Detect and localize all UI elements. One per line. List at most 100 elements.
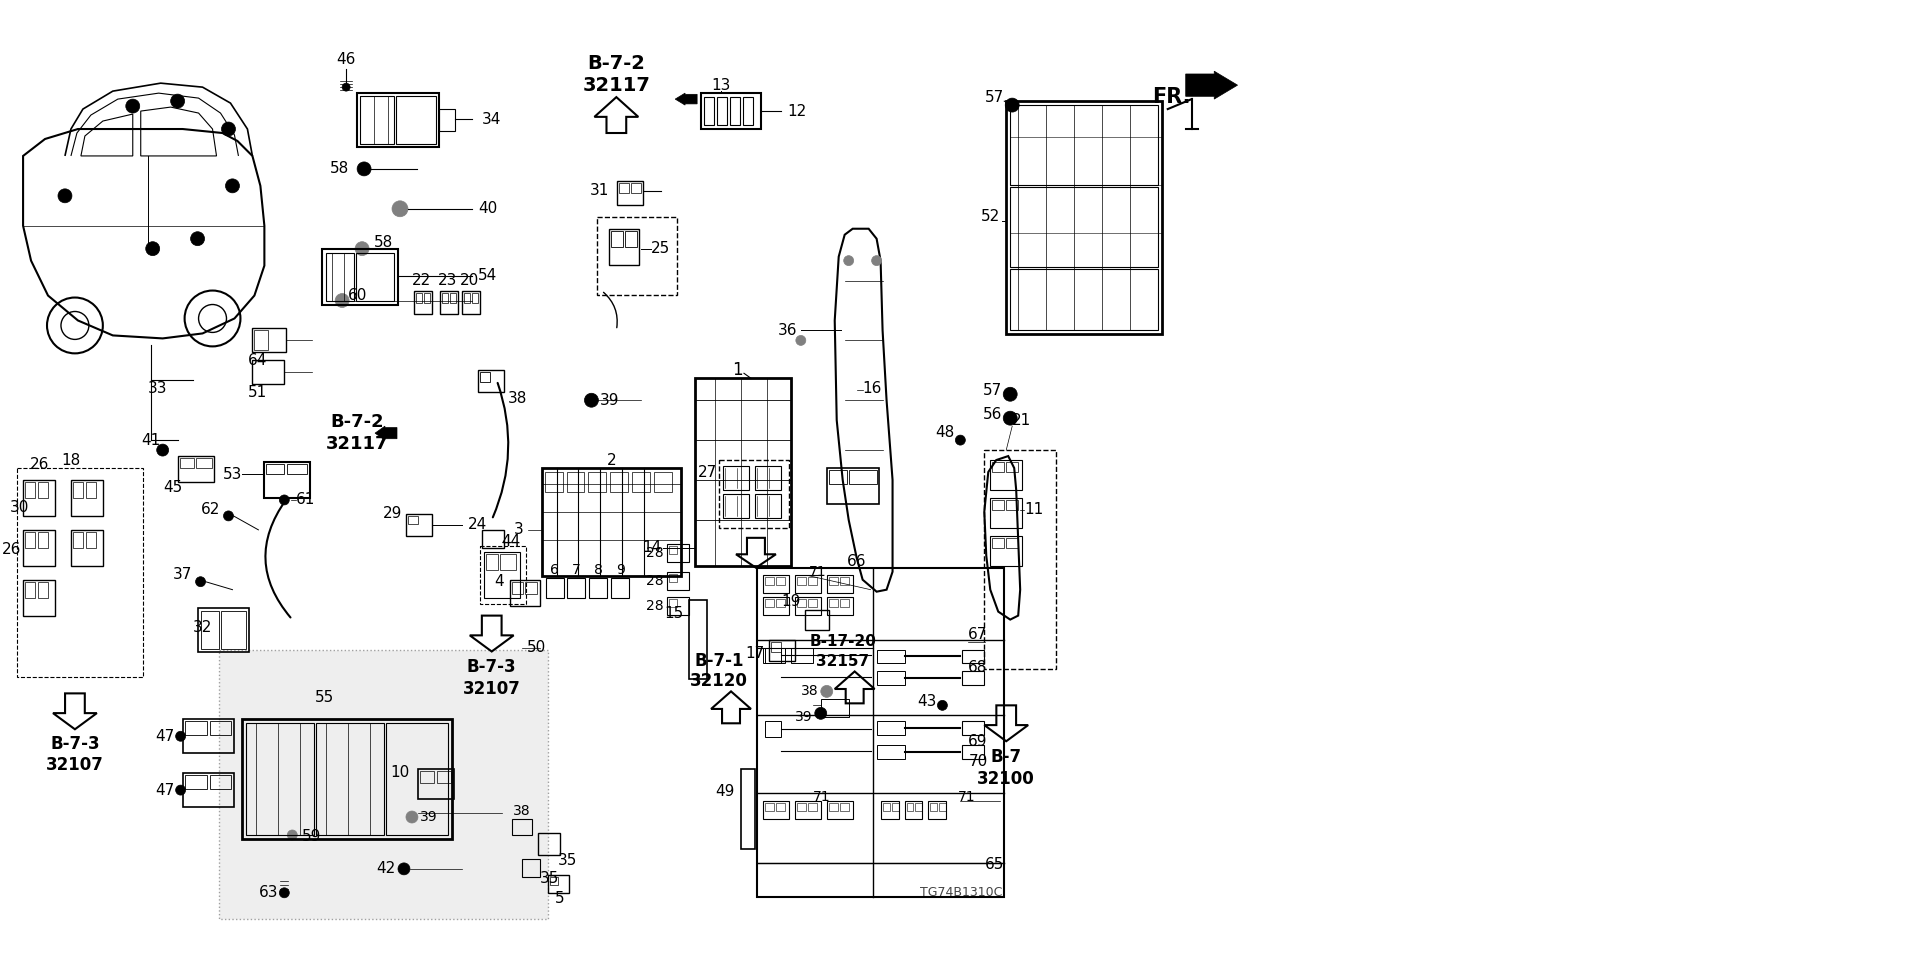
Text: 43: 43 — [918, 694, 937, 708]
Text: FR.: FR. — [1152, 87, 1190, 108]
Text: 55: 55 — [315, 690, 334, 705]
Bar — [929, 801, 947, 819]
Text: 8: 8 — [593, 563, 603, 577]
Circle shape — [146, 242, 159, 255]
Bar — [524, 582, 536, 593]
Bar — [985, 450, 1056, 669]
Bar — [668, 597, 689, 614]
Bar — [764, 599, 774, 607]
Bar — [472, 293, 478, 302]
Bar — [670, 574, 678, 582]
Bar — [993, 462, 1004, 472]
Bar — [829, 804, 837, 811]
Bar — [828, 575, 852, 592]
Text: 5: 5 — [555, 891, 564, 906]
Text: 62: 62 — [202, 502, 221, 517]
Bar — [478, 371, 503, 393]
Bar — [962, 745, 985, 759]
Bar — [480, 546, 526, 604]
Bar — [449, 293, 455, 302]
Text: 40: 40 — [478, 202, 497, 216]
Bar — [589, 578, 607, 598]
Bar — [509, 580, 540, 606]
Bar — [420, 771, 434, 783]
Polygon shape — [1187, 71, 1238, 99]
Bar — [242, 719, 451, 839]
Bar — [743, 97, 753, 125]
Text: 39: 39 — [599, 393, 618, 408]
Bar — [808, 577, 816, 585]
Bar — [179, 456, 213, 482]
Text: 28: 28 — [645, 599, 662, 612]
Text: 42: 42 — [376, 861, 396, 876]
Circle shape — [355, 242, 369, 255]
Text: 38: 38 — [801, 684, 818, 698]
Bar — [797, 577, 806, 585]
Text: 26: 26 — [29, 457, 50, 471]
Bar — [252, 328, 286, 352]
Text: 32: 32 — [192, 620, 213, 636]
Bar — [1006, 500, 1018, 510]
Bar — [38, 532, 48, 548]
Circle shape — [843, 255, 854, 266]
Text: 1: 1 — [732, 361, 743, 379]
Bar — [906, 804, 914, 811]
Bar — [415, 291, 432, 315]
Text: 34: 34 — [482, 111, 501, 127]
Bar — [246, 723, 315, 835]
Bar — [618, 180, 643, 204]
Bar — [755, 494, 781, 517]
Bar — [668, 543, 689, 562]
Bar — [221, 611, 246, 649]
Text: 32107: 32107 — [463, 681, 520, 698]
Bar — [1010, 105, 1158, 185]
Text: 24: 24 — [468, 517, 488, 533]
Circle shape — [221, 122, 236, 136]
Bar — [417, 293, 422, 302]
Text: B-7-2: B-7-2 — [330, 413, 384, 431]
Bar — [545, 578, 563, 598]
Text: 4: 4 — [493, 574, 503, 589]
Text: 6: 6 — [551, 563, 559, 577]
Bar — [38, 582, 48, 598]
Bar — [71, 480, 104, 516]
Bar — [611, 230, 624, 247]
Bar — [442, 293, 447, 302]
Bar — [511, 819, 532, 835]
Text: 30: 30 — [10, 500, 29, 516]
Bar — [484, 552, 520, 598]
Bar — [463, 291, 480, 315]
Bar — [891, 804, 899, 811]
Bar — [71, 530, 104, 565]
Bar — [883, 804, 889, 811]
Bar — [323, 249, 397, 304]
Text: 68: 68 — [968, 660, 987, 675]
Bar — [547, 875, 570, 893]
Circle shape — [225, 179, 240, 193]
Bar — [326, 252, 353, 300]
Text: 38: 38 — [507, 391, 528, 406]
Bar — [255, 330, 269, 350]
Bar — [1006, 462, 1018, 472]
Bar — [541, 468, 682, 576]
Bar — [73, 482, 83, 498]
Bar — [361, 96, 394, 144]
Text: 52: 52 — [981, 209, 1000, 225]
Text: 63: 63 — [259, 885, 278, 900]
Text: 32117: 32117 — [326, 435, 388, 453]
Text: 12: 12 — [787, 104, 806, 119]
Circle shape — [872, 255, 881, 266]
Bar — [538, 833, 559, 855]
Text: 11: 11 — [1023, 502, 1043, 517]
Bar — [184, 775, 207, 789]
Text: B-7-3: B-7-3 — [50, 735, 100, 754]
Circle shape — [397, 863, 411, 875]
Bar — [597, 217, 678, 295]
Bar — [1006, 101, 1162, 334]
Circle shape — [1006, 98, 1020, 112]
Bar — [829, 577, 837, 585]
Bar — [764, 721, 781, 737]
Text: 71: 71 — [812, 790, 831, 804]
Text: 22: 22 — [413, 273, 432, 288]
Bar — [499, 554, 516, 569]
